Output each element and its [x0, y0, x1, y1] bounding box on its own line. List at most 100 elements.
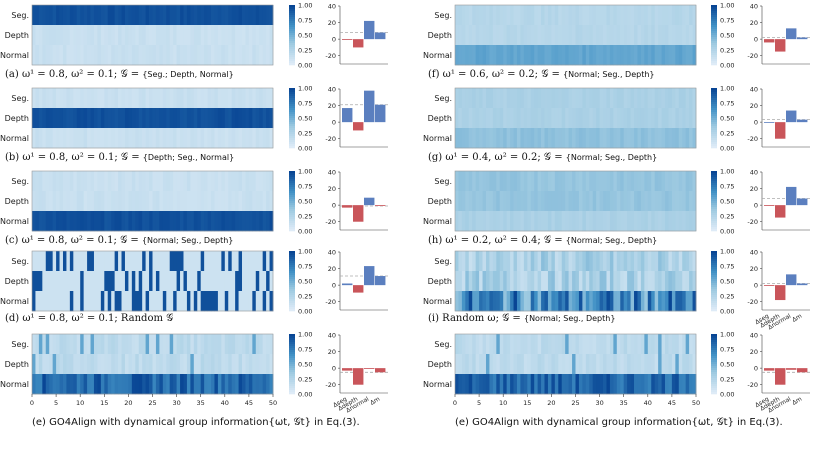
heat-cell	[69, 108, 74, 129]
heat-cell	[121, 251, 126, 272]
colorbar-cell	[289, 146, 295, 149]
heat-cell	[238, 334, 243, 355]
heat-cell	[166, 25, 171, 46]
heat-cell	[506, 108, 511, 129]
heat-cell	[59, 211, 64, 232]
heat-cell	[197, 251, 202, 272]
bar-Δnormal	[786, 368, 797, 370]
heat-cell	[647, 271, 652, 292]
colorbar	[711, 171, 717, 232]
heat-cell	[35, 251, 40, 272]
heat-cell	[111, 171, 116, 192]
heat-cell	[530, 128, 535, 149]
heat-cell	[472, 374, 477, 395]
heat-cell	[66, 45, 71, 66]
heat-cell	[138, 45, 143, 66]
heat-cell	[568, 291, 573, 312]
heat-cell	[592, 25, 597, 46]
colorbar-cell	[711, 108, 717, 111]
colorbar-cell	[711, 215, 717, 218]
x-tick-label: 30	[595, 399, 603, 407]
heat-cell	[603, 5, 607, 26]
heat-cell	[228, 171, 233, 192]
colorbar-tick: 1.00	[298, 85, 312, 93]
heat-cell	[482, 354, 487, 375]
heat-cell	[217, 88, 222, 109]
colorbar-tick: 0.00	[298, 308, 312, 316]
colorbar-cell	[711, 342, 717, 345]
colorbar-cell	[711, 53, 717, 56]
heat-cell	[104, 191, 109, 212]
heat-cell	[124, 271, 129, 292]
heat-cell	[575, 374, 580, 395]
heat-cell	[458, 271, 463, 292]
heat-cell	[475, 171, 480, 192]
heat-cell	[73, 171, 78, 192]
heat-cell	[534, 191, 539, 212]
heat-cell	[56, 171, 60, 192]
heat-cell	[38, 171, 43, 192]
heat-cell	[224, 291, 229, 312]
bar-x-label: Δm	[791, 313, 803, 324]
heat-cell	[217, 271, 222, 292]
heat-cell	[665, 334, 669, 355]
heat-cell	[255, 108, 260, 129]
heatmap-h	[454, 170, 697, 232]
heat-cell	[603, 374, 607, 395]
heat-cell	[190, 291, 195, 312]
heat-cell	[485, 171, 490, 192]
heat-cell	[692, 271, 697, 292]
colorbar-cell	[289, 96, 295, 99]
heat-cell	[197, 291, 202, 312]
heat-cell	[135, 25, 140, 46]
colorbar-cell	[711, 45, 717, 48]
heat-cell	[575, 108, 580, 129]
heat-cell	[541, 45, 545, 66]
heat-cell	[173, 354, 177, 375]
heat-cell	[166, 171, 171, 192]
heat-cell	[675, 291, 680, 312]
heat-cell	[121, 191, 126, 212]
heat-cell	[606, 191, 611, 212]
heat-cell	[97, 271, 102, 292]
heat-cell	[654, 25, 659, 46]
colorbar-cell	[289, 384, 295, 387]
heat-cell	[142, 5, 147, 26]
heat-cell	[124, 171, 129, 192]
heat-cell	[231, 374, 236, 395]
heat-cell	[242, 171, 246, 192]
heat-cell	[93, 171, 98, 192]
bar-Δnormal	[364, 266, 375, 286]
heat-cell	[111, 291, 116, 312]
heat-cell	[544, 211, 549, 232]
heat-cell	[159, 334, 164, 355]
heat-cell	[665, 271, 669, 292]
bar-Δseg	[342, 205, 353, 208]
heat-cell	[606, 251, 611, 272]
heat-cell	[104, 128, 109, 149]
heat-cell	[155, 271, 160, 292]
bar-Δdepth	[353, 122, 364, 131]
heat-cell	[585, 25, 590, 46]
colorbar-cell	[289, 118, 295, 121]
colorbar-tick: 0.50	[298, 115, 312, 123]
heat-cell	[200, 108, 205, 129]
bar-Δm	[797, 368, 808, 373]
heat-cell	[114, 271, 119, 292]
heat-cell	[100, 291, 105, 312]
heat-cell	[121, 5, 126, 26]
heat-cell	[66, 191, 71, 212]
heat-cell	[38, 271, 43, 292]
heat-cell	[492, 88, 497, 109]
colorbar-cell	[711, 138, 717, 141]
heat-cell	[66, 88, 71, 109]
heat-cell	[516, 5, 521, 26]
heat-cell	[152, 108, 157, 129]
heat-cell	[114, 251, 119, 272]
heat-cell	[534, 374, 539, 395]
colorbar-cell	[711, 35, 717, 38]
heat-cell	[87, 128, 91, 149]
colorbar-cell	[711, 61, 717, 64]
heat-cell	[217, 128, 222, 149]
heat-cell	[503, 191, 508, 212]
